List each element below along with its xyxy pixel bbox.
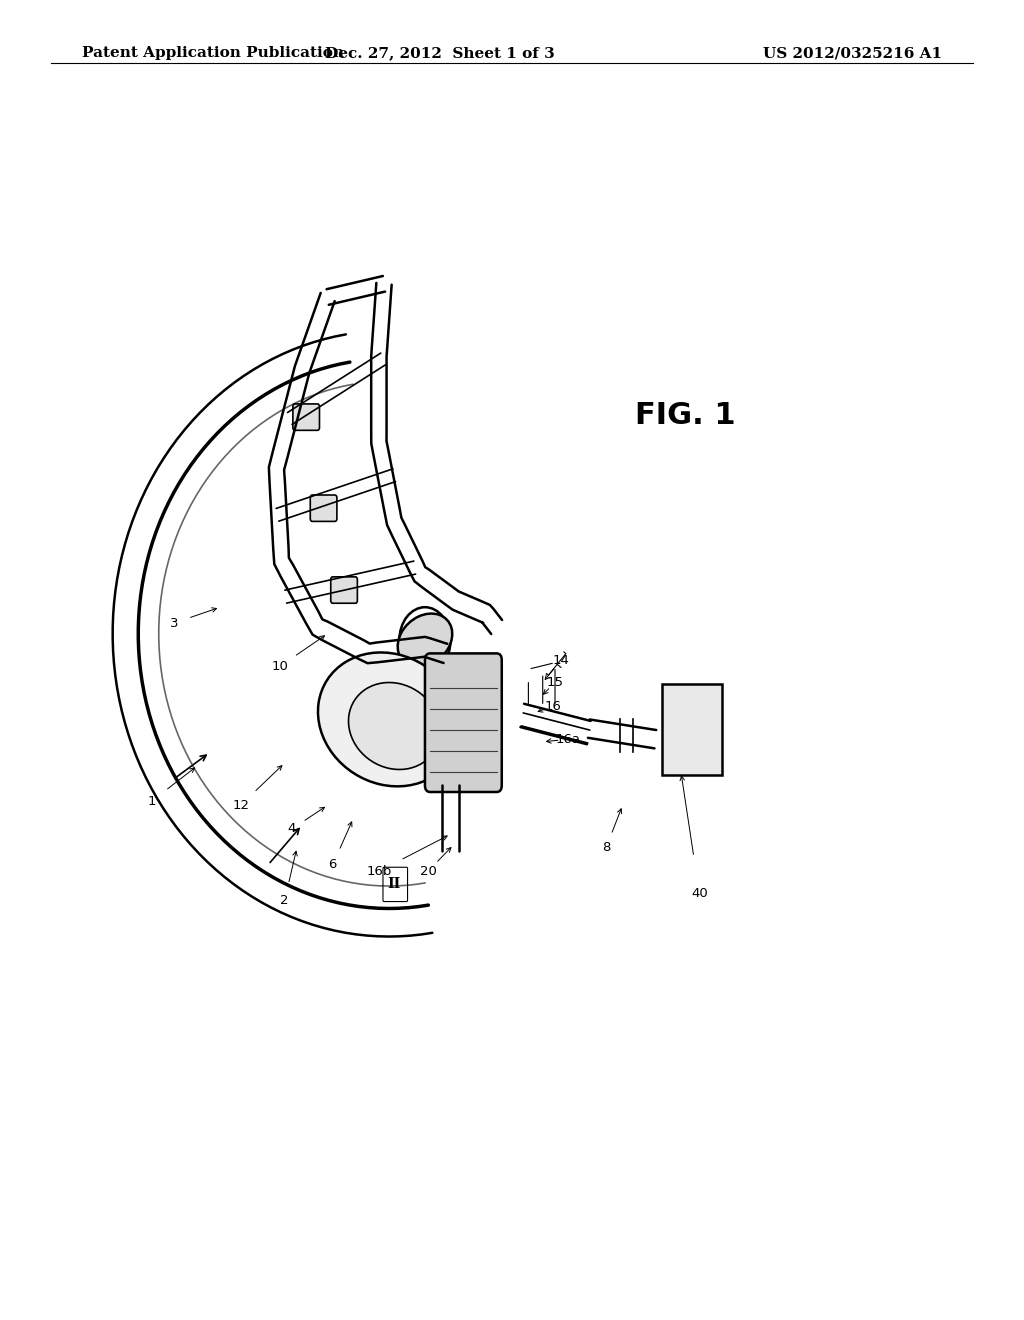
Text: II: II xyxy=(388,878,400,891)
Text: 10: 10 xyxy=(271,660,288,673)
Text: 2: 2 xyxy=(281,894,289,907)
Ellipse shape xyxy=(348,682,440,770)
Text: 15: 15 xyxy=(547,676,563,689)
Text: 4: 4 xyxy=(288,822,296,836)
FancyBboxPatch shape xyxy=(331,577,357,603)
Text: 8: 8 xyxy=(602,841,610,854)
FancyBboxPatch shape xyxy=(293,404,319,430)
Ellipse shape xyxy=(397,614,453,667)
Text: 16: 16 xyxy=(545,700,561,713)
Text: 40: 40 xyxy=(691,887,708,900)
Text: 1: 1 xyxy=(147,795,156,808)
FancyBboxPatch shape xyxy=(310,495,337,521)
Text: 16b: 16b xyxy=(367,865,391,878)
Text: FIG. 1: FIG. 1 xyxy=(635,401,735,430)
Text: 20: 20 xyxy=(420,865,436,878)
Text: 12: 12 xyxy=(232,799,249,812)
Text: Patent Application Publication: Patent Application Publication xyxy=(82,46,344,61)
Text: 3: 3 xyxy=(170,616,178,630)
Ellipse shape xyxy=(318,652,460,787)
Text: 14: 14 xyxy=(553,653,569,667)
Text: 6: 6 xyxy=(329,858,337,871)
FancyBboxPatch shape xyxy=(425,653,502,792)
Text: 16a: 16a xyxy=(556,733,581,746)
FancyBboxPatch shape xyxy=(662,684,722,775)
Text: US 2012/0325216 A1: US 2012/0325216 A1 xyxy=(763,46,942,61)
Text: Dec. 27, 2012  Sheet 1 of 3: Dec. 27, 2012 Sheet 1 of 3 xyxy=(326,46,555,61)
